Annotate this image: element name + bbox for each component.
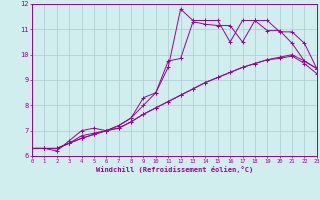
X-axis label: Windchill (Refroidissement éolien,°C): Windchill (Refroidissement éolien,°C) (96, 166, 253, 173)
